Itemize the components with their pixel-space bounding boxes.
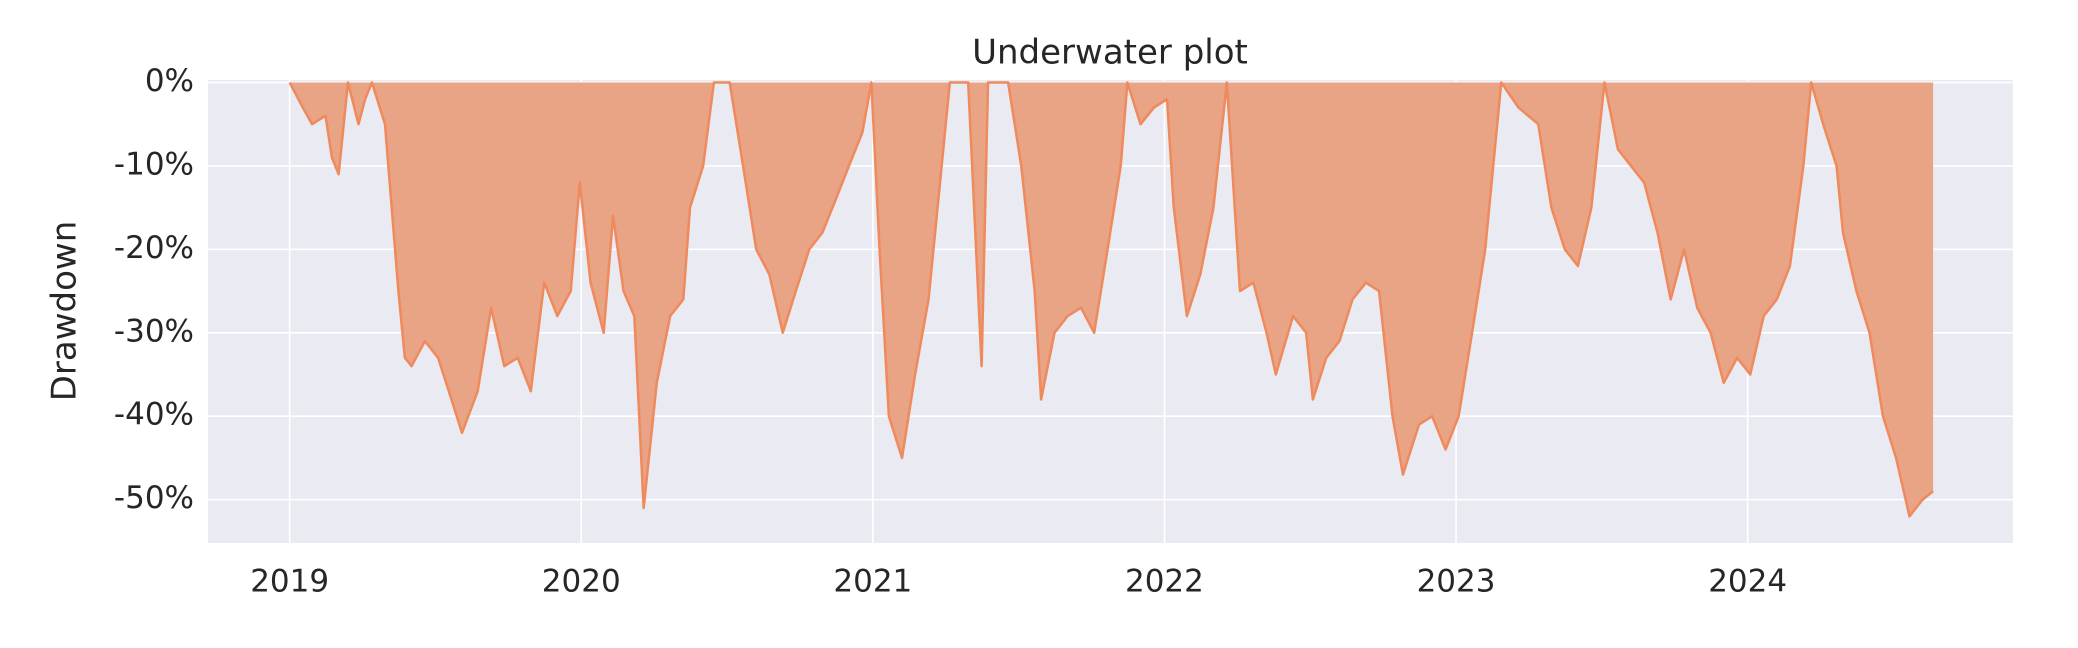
y-tick-label: 0% (145, 63, 194, 99)
y-tick-label: -20% (114, 230, 194, 266)
x-tick-label: 2023 (1417, 564, 1496, 600)
y-tick-label: -10% (114, 146, 194, 182)
x-tick-label: 2021 (833, 564, 912, 600)
y-tick-label: -40% (114, 397, 194, 433)
drawdown-area (289, 82, 1934, 517)
y-tick-label: -30% (114, 313, 194, 349)
y-tick-label: -50% (114, 480, 194, 516)
drawdown-line (288, 81, 1934, 518)
chart-title: Underwater plot (972, 33, 1248, 73)
x-tick-label: 2022 (1125, 564, 1204, 600)
x-tick-label: 2024 (1708, 564, 1787, 600)
y-axis-label: Drawdown (45, 221, 85, 402)
x-tick-label: 2019 (250, 564, 329, 600)
x-tick-label: 2020 (542, 564, 621, 600)
